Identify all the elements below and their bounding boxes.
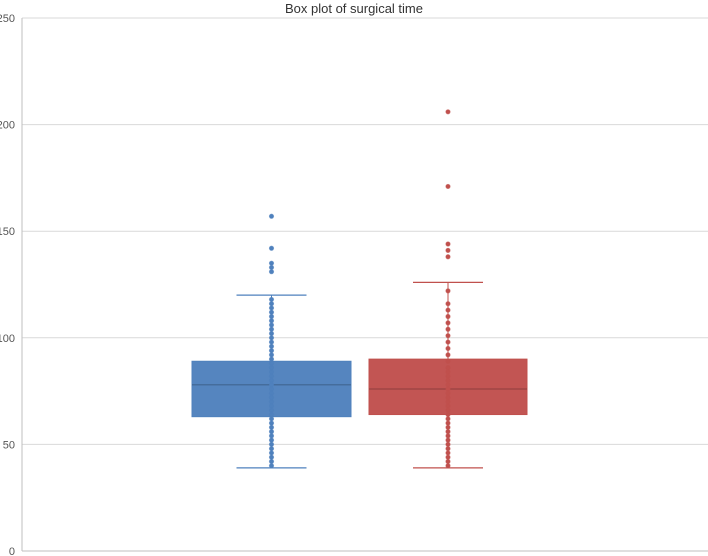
data-point [268,420,275,426]
gridlines [22,17,708,445]
data-point [445,458,451,465]
data-point [268,260,275,266]
data-point [445,403,451,409]
y-tick-label-0: 0 [9,546,15,556]
data-point [268,458,275,465]
data-point [445,369,451,375]
y-tick-label-50: 50 [3,439,15,451]
data-point [268,360,275,366]
data-point [268,213,275,219]
data-point [445,320,451,326]
data-point [445,365,451,371]
data-point [268,309,275,315]
data-point [445,288,451,294]
data-point [268,411,275,418]
data-point [445,420,451,426]
data-point [268,356,275,362]
data-point [445,109,451,115]
data-point [268,318,275,324]
data-point [445,437,451,443]
y-tick-label-100: 100 [0,333,15,345]
data-point [445,424,451,430]
data-point [445,333,451,339]
data-point [445,377,451,384]
data-point [445,345,451,352]
data-point [445,313,451,320]
box-series-2 [368,109,528,469]
data-point [445,301,451,307]
data-point [268,335,275,341]
data-point [268,454,275,460]
data-point [445,183,451,190]
data-point [268,382,275,388]
data-point [445,326,451,332]
data-point [268,347,275,354]
data-point [268,390,275,396]
data-point [445,416,451,422]
data-point [445,254,451,260]
data-point [445,411,451,418]
data-point [268,407,275,413]
data-point [445,454,451,460]
data-point [268,343,275,349]
y-axis: 0 50 100 150 200 250 [0,13,708,556]
data-point [445,390,451,396]
data-point [268,365,275,371]
data-point [445,352,451,358]
data-point [268,437,275,443]
box-series-1 [191,213,352,469]
data-point [268,441,275,447]
data-point [268,377,275,384]
data-point [445,358,451,364]
data-point [268,245,275,251]
data-point [268,463,275,469]
data-point [445,382,451,388]
data-point [445,433,451,439]
data-point [445,407,451,413]
chart-title: Box plot of surgical time [285,1,423,16]
data-point [445,241,451,247]
data-point [445,386,451,392]
data-point [268,269,275,275]
data-point [445,399,451,405]
data-point [268,450,275,456]
data-point [445,394,451,401]
data-point [268,386,275,392]
data-point [268,399,275,405]
data-point [268,352,275,358]
plot-area [191,109,528,469]
data-point [268,322,275,328]
y-tick-label-150: 150 [0,226,15,238]
data-point [445,450,451,456]
data-point [268,369,275,375]
data-point [268,424,275,430]
data-point [268,429,275,435]
data-point [268,313,275,320]
data-point [268,305,275,311]
data-point [268,373,275,379]
data-point [445,373,451,379]
y-tick-label-200: 200 [0,120,15,132]
data-point [445,441,451,447]
data-point [445,247,451,253]
data-point [445,429,451,435]
data-point [445,463,451,469]
data-point [268,301,275,307]
data-point [445,446,451,452]
data-point [268,433,275,439]
data-point [445,307,451,313]
data-point [268,403,275,409]
data-point [268,330,275,337]
data-point [268,296,275,303]
y-tick-label-250: 250 [0,13,15,25]
data-point [268,416,275,422]
data-point [445,339,451,345]
data-point [268,326,275,332]
data-point [268,394,275,401]
data-point [268,264,275,271]
data-point [268,446,275,452]
data-point [268,339,275,345]
